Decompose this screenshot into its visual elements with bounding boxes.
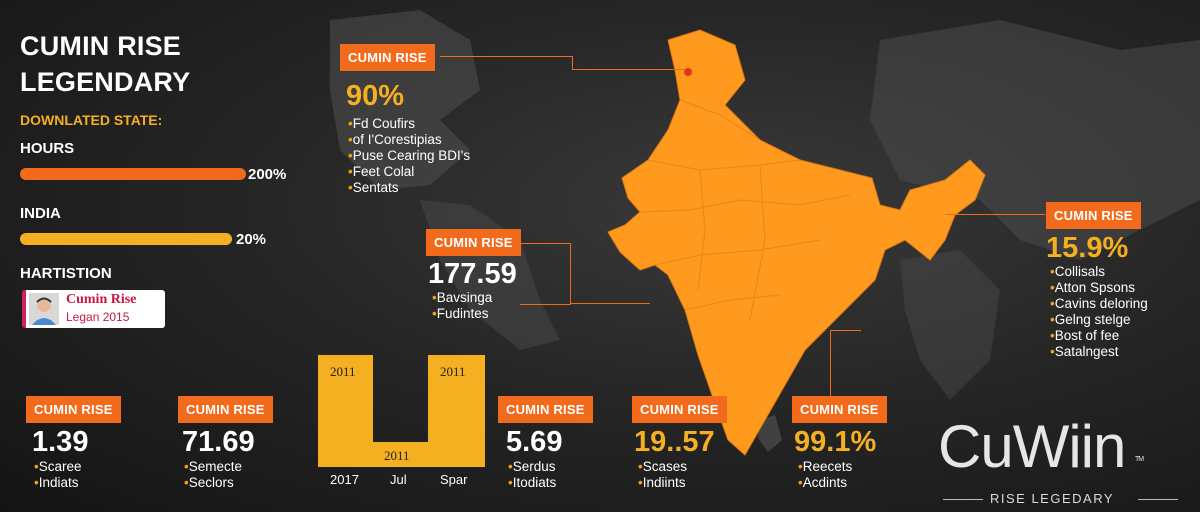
state-borders: [639, 99, 851, 321]
progress-value-india: 20%: [236, 231, 267, 248]
list-item: Seclors: [184, 475, 242, 491]
callout-right-list: Collisals Atton Spsons Cavins deloring G…: [1050, 264, 1170, 360]
brand-tm: TM: [1135, 456, 1144, 463]
brand-logo-text: CuWiin: [938, 413, 1126, 480]
bottom-stat-5-value: 99.1%: [794, 426, 877, 458]
avatar: [29, 293, 59, 325]
mini-bar-center: [373, 442, 428, 467]
brand-logo: CuWiin TM: [938, 412, 1144, 481]
callout-top-badge: CUMIN RISE: [340, 44, 435, 71]
connector-bottom-right: [830, 330, 861, 401]
landmass-southeast: [900, 250, 1000, 400]
list-item: Feet Colal: [348, 164, 470, 180]
title-line-1: CUMIN RISE: [20, 31, 182, 61]
mini-x-label-2: Jul: [390, 472, 407, 487]
connector-mid-2: [570, 303, 650, 304]
card-title: Cumin Rise: [66, 292, 137, 307]
bottom-stat-4-value: 19..57: [634, 426, 715, 458]
connector-mid: [520, 243, 571, 305]
mini-x-label-3: Spar: [440, 472, 468, 487]
india-shape: [607, 29, 986, 456]
list-item: Scaree: [34, 459, 82, 475]
subtitle: DOWNLATED STATE:: [20, 112, 163, 128]
list-item: Itodiats: [508, 475, 557, 491]
page-title: CUMIN RISE LEGENDARY: [20, 28, 190, 100]
callout-mid-list: Bavsinga Fudintes: [432, 290, 493, 322]
bottom-stat-4-list: Scases Indiints: [638, 459, 687, 491]
callout-mid-badge: CUMIN RISE: [426, 229, 521, 256]
list-item: Indiints: [638, 475, 687, 491]
stat-label-india: INDIA: [20, 205, 61, 222]
bottom-stat-4-badge: CUMIN RISE: [632, 396, 727, 423]
list-item: Scases: [638, 459, 687, 475]
list-item: Bost of fee: [1050, 328, 1170, 344]
list-item: Atton Spsons: [1050, 280, 1170, 296]
profile-card: Cumin Rise Legan 2015: [22, 290, 165, 328]
bottom-stat-1-value: 1.39: [32, 426, 89, 458]
bottom-stat-3-value: 5.69: [506, 426, 563, 458]
hartistion-label: HARTISTION: [20, 265, 112, 282]
landmass-east: [870, 20, 1200, 260]
list-item: Fudintes: [432, 306, 492, 322]
mini-bar-label-right: 2011: [440, 364, 466, 379]
bottom-stat-3-badge: CUMIN RISE: [498, 396, 593, 423]
callout-top-value: 90%: [346, 80, 405, 112]
location-marker: [684, 68, 692, 76]
progress-bar-hours: [20, 168, 246, 180]
list-item: Semecte: [184, 459, 242, 475]
callout-right-value: 15.9%: [1046, 232, 1129, 264]
bottom-stat-1-badge: CUMIN RISE: [26, 396, 121, 423]
callout-top-list: Fd Coufirs of I'Corestipias Puse Cearing…: [348, 116, 470, 196]
list-item: Serdus: [508, 459, 556, 475]
title-line-2: LEGENDARY: [20, 67, 191, 97]
bottom-stat-5-badge: CUMIN RISE: [792, 396, 887, 423]
island-ceylon: [758, 415, 782, 452]
bottom-stat-3-list: Serdus Itodiats: [508, 459, 557, 491]
callout-right-badge: CUMIN RISE: [1046, 202, 1141, 229]
bottom-stat-1-list: Scaree Indiats: [34, 459, 82, 491]
callout-mid-value: 177.59: [428, 258, 517, 290]
bottom-stat-2-list: Semecte Seclors: [184, 459, 242, 491]
list-item: Indiats: [34, 475, 82, 491]
progress-value-hours: 200%: [248, 166, 287, 183]
mini-x-label-1: 2017: [330, 472, 359, 487]
list-item: Cavins deloring: [1050, 296, 1170, 312]
progress-bar-india: [20, 233, 232, 245]
list-item: of I'Corestipias: [348, 132, 470, 148]
tagline-text: RISE LEGEDARY: [990, 491, 1115, 506]
mini-bar-label-center: 2011: [384, 448, 410, 463]
bottom-stat-2-badge: CUMIN RISE: [178, 396, 273, 423]
connector-right: [945, 214, 1045, 215]
mini-bar-right: [428, 355, 485, 467]
stat-label-hours: HOURS: [20, 140, 75, 157]
brand-tagline: RISE LEGEDARY: [990, 491, 1114, 506]
list-item: Satalngest: [1050, 344, 1170, 360]
list-item: Sentats: [348, 180, 470, 196]
list-item: Gelng stelge: [1050, 312, 1170, 328]
list-item: Bavsinga: [432, 290, 493, 306]
tagline-rule-left: [943, 499, 983, 500]
bottom-stat-5-list: Reecets Acdints: [798, 459, 853, 491]
connector-top: [440, 56, 573, 70]
mini-bar-left: [318, 355, 373, 467]
tagline-rule-right: [1138, 499, 1178, 500]
bottom-stat-2-value: 71.69: [182, 426, 255, 458]
list-item: Acdints: [798, 475, 852, 491]
mini-bar-label-left: 2011: [330, 364, 356, 379]
list-item: Collisals: [1050, 264, 1170, 280]
card-subtitle: Legan 2015: [66, 310, 130, 324]
list-item: Fd Coufirs: [348, 116, 470, 132]
list-item: Reecets: [798, 459, 853, 475]
list-item: Puse Cearing BDI's: [348, 148, 470, 164]
connector-top-2: [572, 69, 684, 70]
